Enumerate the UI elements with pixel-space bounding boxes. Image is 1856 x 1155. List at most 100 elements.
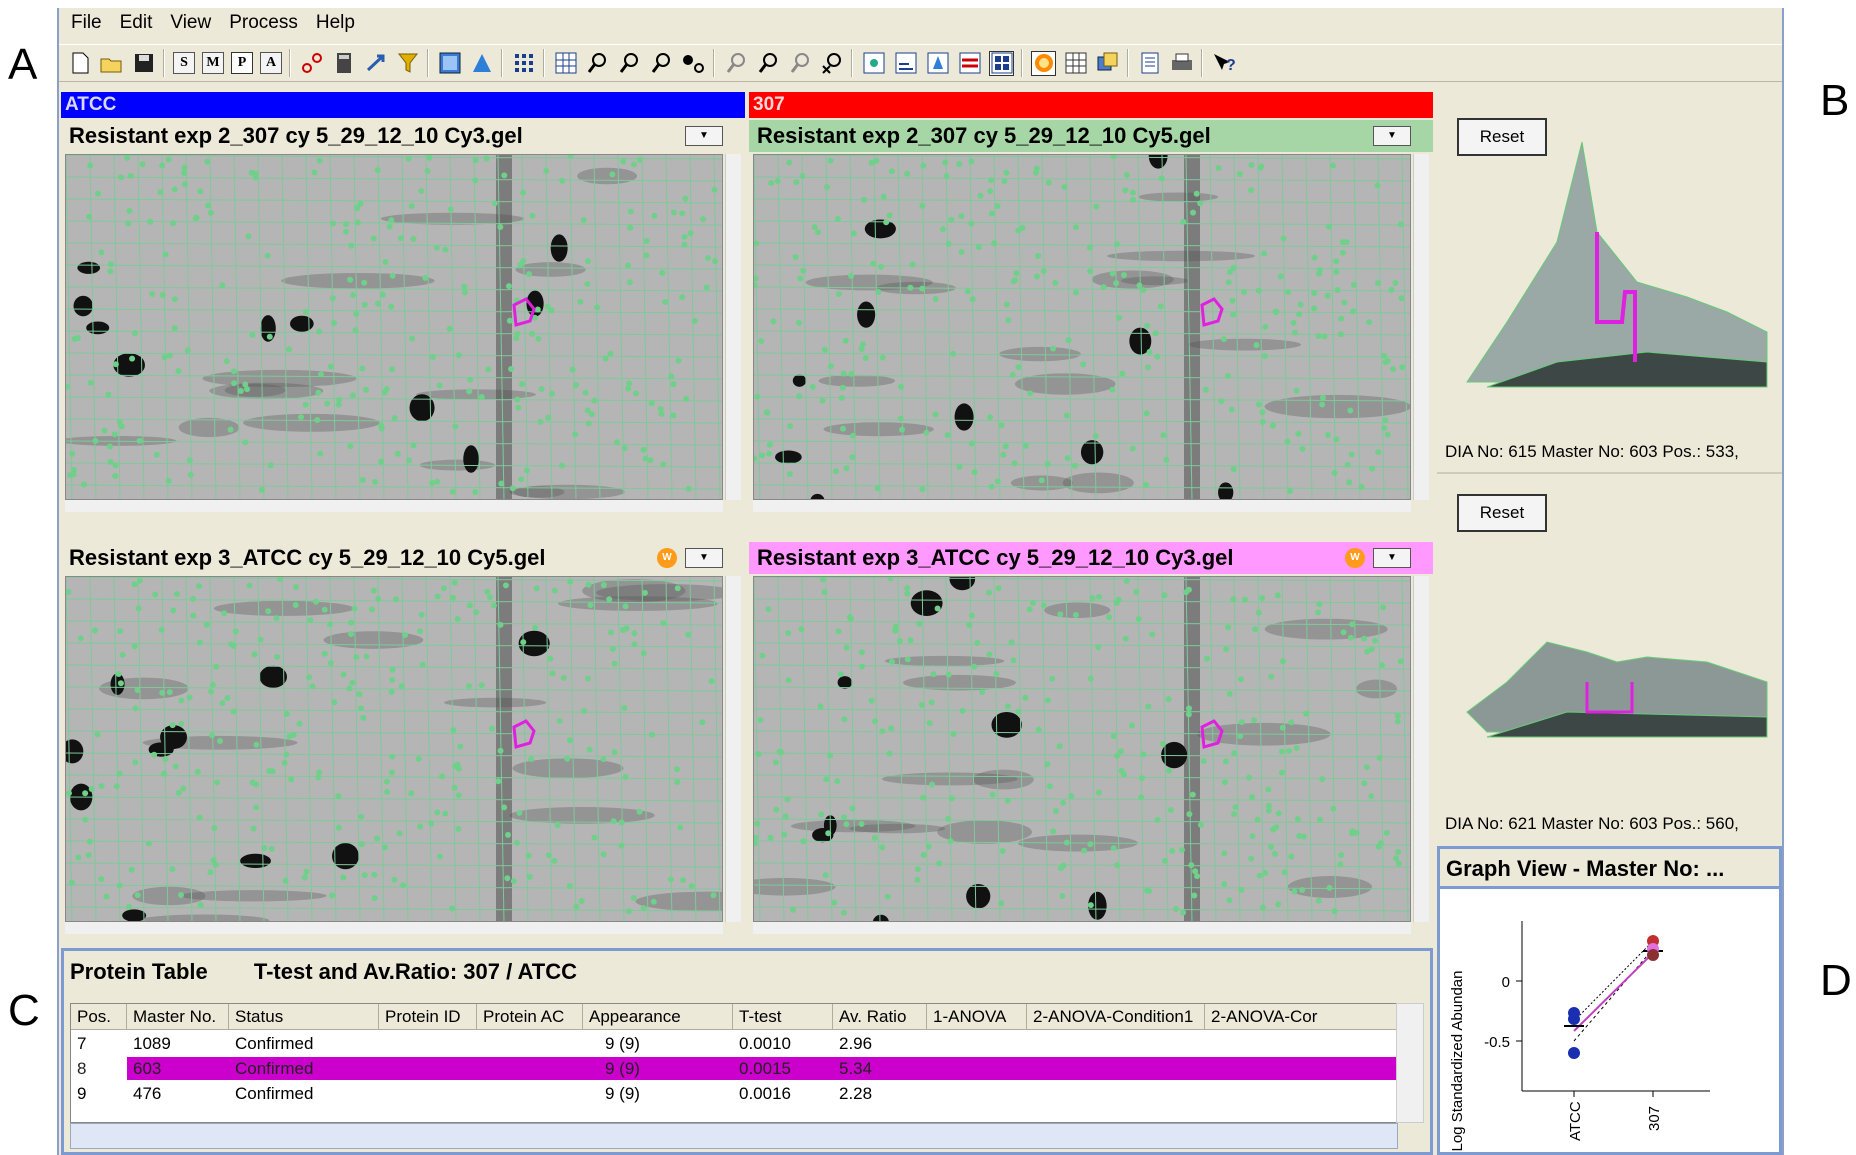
graph-ytick-0: 0	[1502, 974, 1510, 991]
menu-file[interactable]: File	[71, 12, 102, 33]
view-icon-5[interactable]	[989, 50, 1014, 76]
layers-icon[interactable]	[1095, 51, 1120, 76]
save-icon[interactable]	[131, 51, 156, 76]
gel-dropdown-button[interactable]: ▼	[1373, 126, 1411, 146]
gel-image[interactable]	[753, 154, 1411, 500]
image-view-icon[interactable]	[437, 51, 462, 76]
view-icon-4[interactable]	[957, 51, 982, 76]
calculator-icon[interactable]	[331, 51, 356, 76]
reset-button-top[interactable]: Reset	[1457, 118, 1547, 156]
application-window: File Edit View Process Help S M P A	[57, 8, 1784, 1155]
column-header-2-anova-cor[interactable]: 2-ANOVA-Cor	[1205, 1004, 1399, 1030]
context-help-icon[interactable]: ?	[1211, 51, 1236, 76]
column-header-appearance[interactable]: Appearance	[583, 1004, 733, 1030]
menu-view[interactable]: View	[170, 12, 212, 33]
report-icon[interactable]	[1137, 51, 1162, 76]
column-header-av-ratio[interactable]: Av. Ratio	[833, 1004, 927, 1030]
vertical-scrollbar[interactable]	[1413, 576, 1429, 922]
gel-panel-2[interactable]: Resistant exp 2_307 cy 5_29_12_10 Cy5.ge…	[749, 120, 1433, 512]
filter-icon[interactable]	[395, 51, 420, 76]
cell-status: Confirmed	[235, 1059, 314, 1078]
figure-label-a: A	[8, 40, 38, 89]
spot-search-icon-3[interactable]	[649, 51, 674, 76]
gel-dropdown-button[interactable]: ▼	[1373, 548, 1411, 568]
vertical-scrollbar[interactable]	[725, 154, 741, 500]
gel-dropdown-button[interactable]: ▼	[685, 548, 723, 568]
figure-label-c: C	[8, 986, 40, 1035]
match-add-icon[interactable]	[755, 51, 780, 76]
table-vertical-scrollbar[interactable]	[1396, 1003, 1424, 1123]
menu-edit[interactable]: Edit	[119, 12, 153, 33]
cell-t-test: 0.0015	[739, 1059, 791, 1078]
graph-view-title: Graph View - Master No: ...	[1440, 849, 1779, 889]
reset-button-bottom[interactable]: Reset	[1457, 494, 1547, 532]
vertical-scrollbar[interactable]	[725, 576, 741, 922]
table-row[interactable]: 9 476 Confirmed 9 (9) 0.0016 2.28	[71, 1081, 1399, 1106]
a-mode-button[interactable]: A	[260, 52, 282, 74]
cell-av-ratio: 5.34	[839, 1059, 873, 1078]
selected-spot-outline	[512, 297, 536, 327]
table-row-selected[interactable]: 8 603 Confirmed 9 (9) 0.0015 5.34	[71, 1056, 1399, 1081]
vertical-scrollbar[interactable]	[1413, 154, 1429, 500]
horizontal-scrollbar[interactable]	[65, 922, 723, 934]
view-icon-3[interactable]	[925, 51, 950, 76]
spot-settings-icon[interactable]	[681, 51, 706, 76]
horizontal-scrollbar[interactable]	[65, 500, 723, 512]
protein-table-header: Protein Table T-test and Av.Ratio: 307 /…	[70, 959, 617, 985]
cell-master-no: 476	[133, 1084, 162, 1103]
grid-dots-icon[interactable]	[511, 51, 536, 76]
open-folder-icon[interactable]	[99, 51, 124, 76]
p-mode-button[interactable]: P	[231, 52, 253, 74]
link-icon[interactable]	[299, 51, 324, 76]
gel-panel-3[interactable]: Resistant exp 3_ATCC cy 5_29_12_10 Cy5.g…	[61, 542, 745, 934]
column-header-status[interactable]: Status	[229, 1004, 379, 1030]
3d-view-icon[interactable]	[469, 51, 494, 76]
table-horizontal-scrollbar[interactable]	[70, 1123, 1398, 1149]
cell-status: Confirmed	[235, 1034, 314, 1053]
horizontal-scrollbar[interactable]	[753, 500, 1411, 512]
view-icon-2[interactable]	[893, 51, 918, 76]
selected-spot-outline	[512, 719, 536, 749]
abundance-graph[interactable]: Log Standardized Abundan 0 -0.5 ATCC 307	[1440, 891, 1779, 1153]
series-line	[1573, 948, 1654, 1042]
table-row[interactable]: 7 1089 Confirmed 9 (9) 0.0010 2.96	[71, 1031, 1399, 1056]
gel-panel-1[interactable]: Resistant exp 2_307 cy 5_29_12_10 Cy3.ge…	[61, 120, 745, 512]
menu-process[interactable]: Process	[229, 12, 298, 33]
table-icon[interactable]	[553, 51, 578, 76]
column-header-pos[interactable]: Pos.	[71, 1004, 127, 1030]
w-badge-toggle-icon[interactable]	[1031, 50, 1056, 76]
horizontal-scrollbar[interactable]	[753, 922, 1411, 934]
m-mode-button[interactable]: M	[202, 52, 224, 74]
match-delete-icon[interactable]	[819, 51, 844, 76]
export-icon[interactable]	[363, 51, 388, 76]
print-icon[interactable]	[1169, 51, 1194, 76]
graph-view-panel: Graph View - Master No: ... Log Standard…	[1437, 846, 1782, 1155]
3d-surface-top[interactable]	[1447, 122, 1777, 412]
toolbar-separator	[543, 49, 545, 77]
column-header-protein-id[interactable]: Protein ID	[379, 1004, 477, 1030]
cell-status: Confirmed	[235, 1084, 314, 1103]
column-header-2-anova-condition1[interactable]: 2-ANOVA-Condition1	[1027, 1004, 1205, 1030]
column-header-protein-ac[interactable]: Protein AC	[477, 1004, 583, 1030]
gel-image[interactable]	[65, 576, 723, 922]
spot-search-icon-2[interactable]	[617, 51, 642, 76]
column-header-t-test[interactable]: T-test	[733, 1004, 833, 1030]
menu-help[interactable]: Help	[315, 12, 355, 33]
new-file-icon[interactable]	[67, 51, 92, 76]
3d-surface-bottom[interactable]	[1447, 532, 1777, 782]
column-header-1-anova[interactable]: 1-ANOVA	[927, 1004, 1027, 1030]
match-icon[interactable]	[723, 51, 748, 76]
spot-search-icon[interactable]	[585, 51, 610, 76]
match-remove-icon[interactable]	[787, 51, 812, 76]
gel-image[interactable]	[753, 576, 1411, 922]
gel-dropdown-button[interactable]: ▼	[685, 126, 723, 146]
grid-icon[interactable]	[1063, 51, 1088, 76]
menu-bar: File Edit View Process Help	[59, 8, 1782, 38]
group-header-atcc: ATCC	[61, 92, 745, 118]
gel-panel-4[interactable]: Resistant exp 3_ATCC cy 5_29_12_10 Cy3.g…	[749, 542, 1433, 934]
selected-spot-outline	[1200, 719, 1224, 749]
gel-image[interactable]	[65, 154, 723, 500]
view-icon-1[interactable]	[861, 51, 886, 76]
s-mode-button[interactable]: S	[173, 52, 195, 74]
column-header-master-no[interactable]: Master No.	[127, 1004, 229, 1030]
